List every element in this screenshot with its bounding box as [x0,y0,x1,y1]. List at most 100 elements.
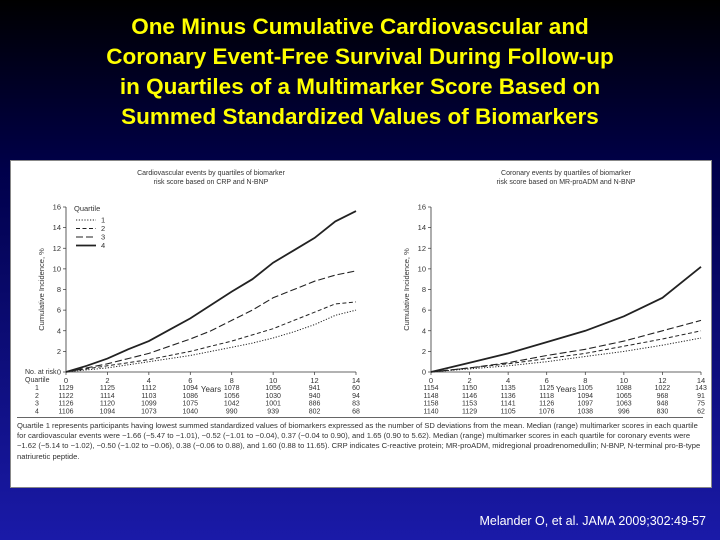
at-risk-value: 1126 [58,401,73,408]
legend-label: 1 [101,216,105,225]
at-risk-value: 1075 [182,401,198,408]
at-risk-value: 1056 [265,385,281,392]
at-risk-value: 830 [657,408,669,415]
at-risk-value: 94 [352,393,360,400]
x-tick-label: 12 [310,376,318,385]
y-tick-label: 8 [57,285,61,294]
chart-title-line: Cardiovascular events by quartiles of bi… [137,170,286,177]
y-tick-label: 4 [422,326,426,335]
x-tick-label: 0 [64,376,68,385]
legend-label: 2 [101,224,105,233]
at-risk-value: 1148 [423,393,438,400]
x-axis-label: Years [556,385,576,394]
x-tick-label: 6 [188,376,192,385]
x-tick-label: 10 [269,376,277,385]
at-risk-value: 1056 [224,393,240,400]
at-risk-value: 1040 [182,408,198,415]
at-risk-value: 1112 [142,385,157,392]
at-risk-value: 1078 [224,385,240,392]
x-tick-label: 12 [658,376,666,385]
at-risk-quartile: 1 [35,385,39,392]
at-risk-value: 143 [695,385,707,392]
at-risk-value: 1140 [423,408,438,415]
at-risk-value: 68 [352,408,360,415]
legend-label: 4 [101,241,105,250]
x-axis-label: Years [201,385,221,394]
at-risk-value: 1030 [265,393,281,400]
at-risk-value: 968 [657,393,669,400]
at-risk-value: 1129 [462,408,477,415]
y-tick-label: 14 [53,223,61,232]
at-risk-value: 1038 [577,408,593,415]
at-risk-value: 1105 [501,408,516,415]
figure-panel: Cardiovascular events by quartiles of bi… [10,160,712,488]
x-tick-label: 4 [506,376,510,385]
x-tick-label: 10 [620,376,628,385]
legend-label: 3 [101,233,105,242]
series-line-q4 [430,266,702,373]
x-tick-label: 8 [230,376,234,385]
at-risk-value: 1114 [100,393,115,400]
at-risk-value: 62 [697,408,705,415]
y-tick-label: 16 [53,203,61,212]
at-risk-value: 1136 [501,393,516,400]
at-risk-value: 1065 [616,393,632,400]
at-risk-value: 802 [309,408,321,415]
at-risk-value: 1076 [539,408,555,415]
at-risk-quartile: 4 [35,408,39,415]
at-risk-value: 940 [309,393,321,400]
at-risk-label: No. at risk [25,369,57,376]
at-risk-value: 1001 [265,401,281,408]
at-risk-value: 1106 [58,408,73,415]
at-risk-value: 1146 [462,393,477,400]
at-risk-value: 1086 [182,393,198,400]
x-tick-label: 6 [545,376,549,385]
series-line-q3 [430,319,702,373]
at-risk-value: 996 [618,408,630,415]
at-risk-value: 1118 [539,393,554,400]
y-tick-label: 10 [418,264,426,273]
at-risk-value: 990 [226,408,238,415]
title-line: Summed Standardized Values of Biomarkers [121,104,599,129]
y-tick-label: 12 [53,244,61,253]
at-risk-value: 1126 [539,401,554,408]
at-risk-value: 1120 [100,401,115,408]
x-tick-label: 4 [147,376,151,385]
at-risk-value: 939 [267,408,279,415]
at-risk-value: 941 [309,385,321,392]
y-tick-label: 2 [57,347,61,356]
y-tick-label: 8 [422,285,426,294]
at-risk-value: 60 [352,385,360,392]
at-risk-value: 1158 [423,401,438,408]
y-tick-label: 0 [422,368,426,377]
figure-footnote: Quartile 1 represents participants havin… [17,417,703,462]
at-risk-value: 1103 [141,393,156,400]
y-tick-label: 16 [418,203,426,212]
legend-title: Quartile [74,204,100,213]
at-risk-quartile: 2 [35,393,39,400]
at-risk-value: 75 [697,401,705,408]
series-line-q4 [65,210,357,373]
at-risk-value: 1073 [141,408,157,415]
y-tick-label: 6 [422,306,426,315]
chart-title-line: risk score based on MR-proADM and N-BNP [497,179,636,186]
x-tick-label: 0 [429,376,433,385]
at-risk-value: 1063 [616,401,632,408]
y-tick-label: 0 [57,368,61,377]
at-risk-value: 1129 [58,385,73,392]
at-risk-value: 91 [697,393,705,400]
at-risk-value: 1141 [501,401,516,408]
y-tick-label: 12 [418,244,426,253]
at-risk-label: Quartile [25,377,50,384]
x-tick-label: 2 [105,376,109,385]
at-risk-value: 1154 [423,385,438,392]
y-tick-label: 10 [53,264,61,273]
series-line-q1 [65,309,357,373]
at-risk-value: 948 [657,401,669,408]
x-tick-label: 14 [352,376,360,385]
at-risk-value: 1135 [501,385,516,392]
at-risk-value: 1022 [655,385,671,392]
series-line-q2 [65,301,357,373]
at-risk-value: 1094 [577,393,593,400]
at-risk-value: 83 [352,401,360,408]
